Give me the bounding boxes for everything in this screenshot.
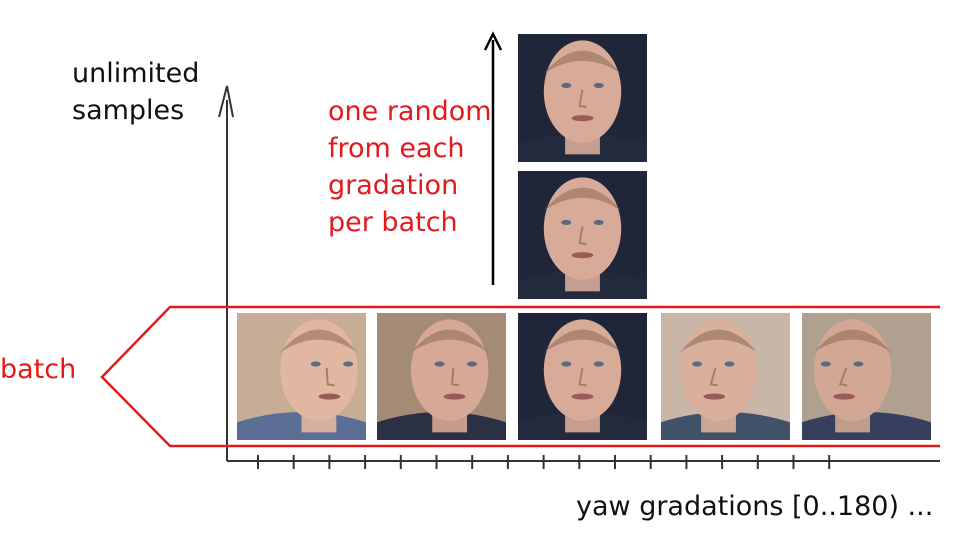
y-axis-label: unlimited samples — [72, 58, 200, 126]
face-yaw-4 — [661, 313, 790, 440]
sampling-annotation: one random from each gradation per batch — [328, 96, 492, 238]
x-axis-ticks — [257, 455, 831, 469]
face-yaw-5 — [802, 313, 931, 440]
face-yaw-2 — [377, 313, 506, 440]
face-yaw-1 — [237, 313, 366, 440]
batch-label: batch — [0, 354, 77, 385]
x-axis-label: yaw gradations [0..180) ... — [576, 491, 934, 522]
face-yaw-3 — [518, 313, 647, 440]
face-sample-top — [518, 34, 647, 162]
sampling-arrowhead — [483, 31, 503, 51]
y-axis-arrowhead — [218, 85, 234, 118]
face-sample-middle — [518, 171, 647, 299]
batch-bracket — [100, 305, 940, 448]
